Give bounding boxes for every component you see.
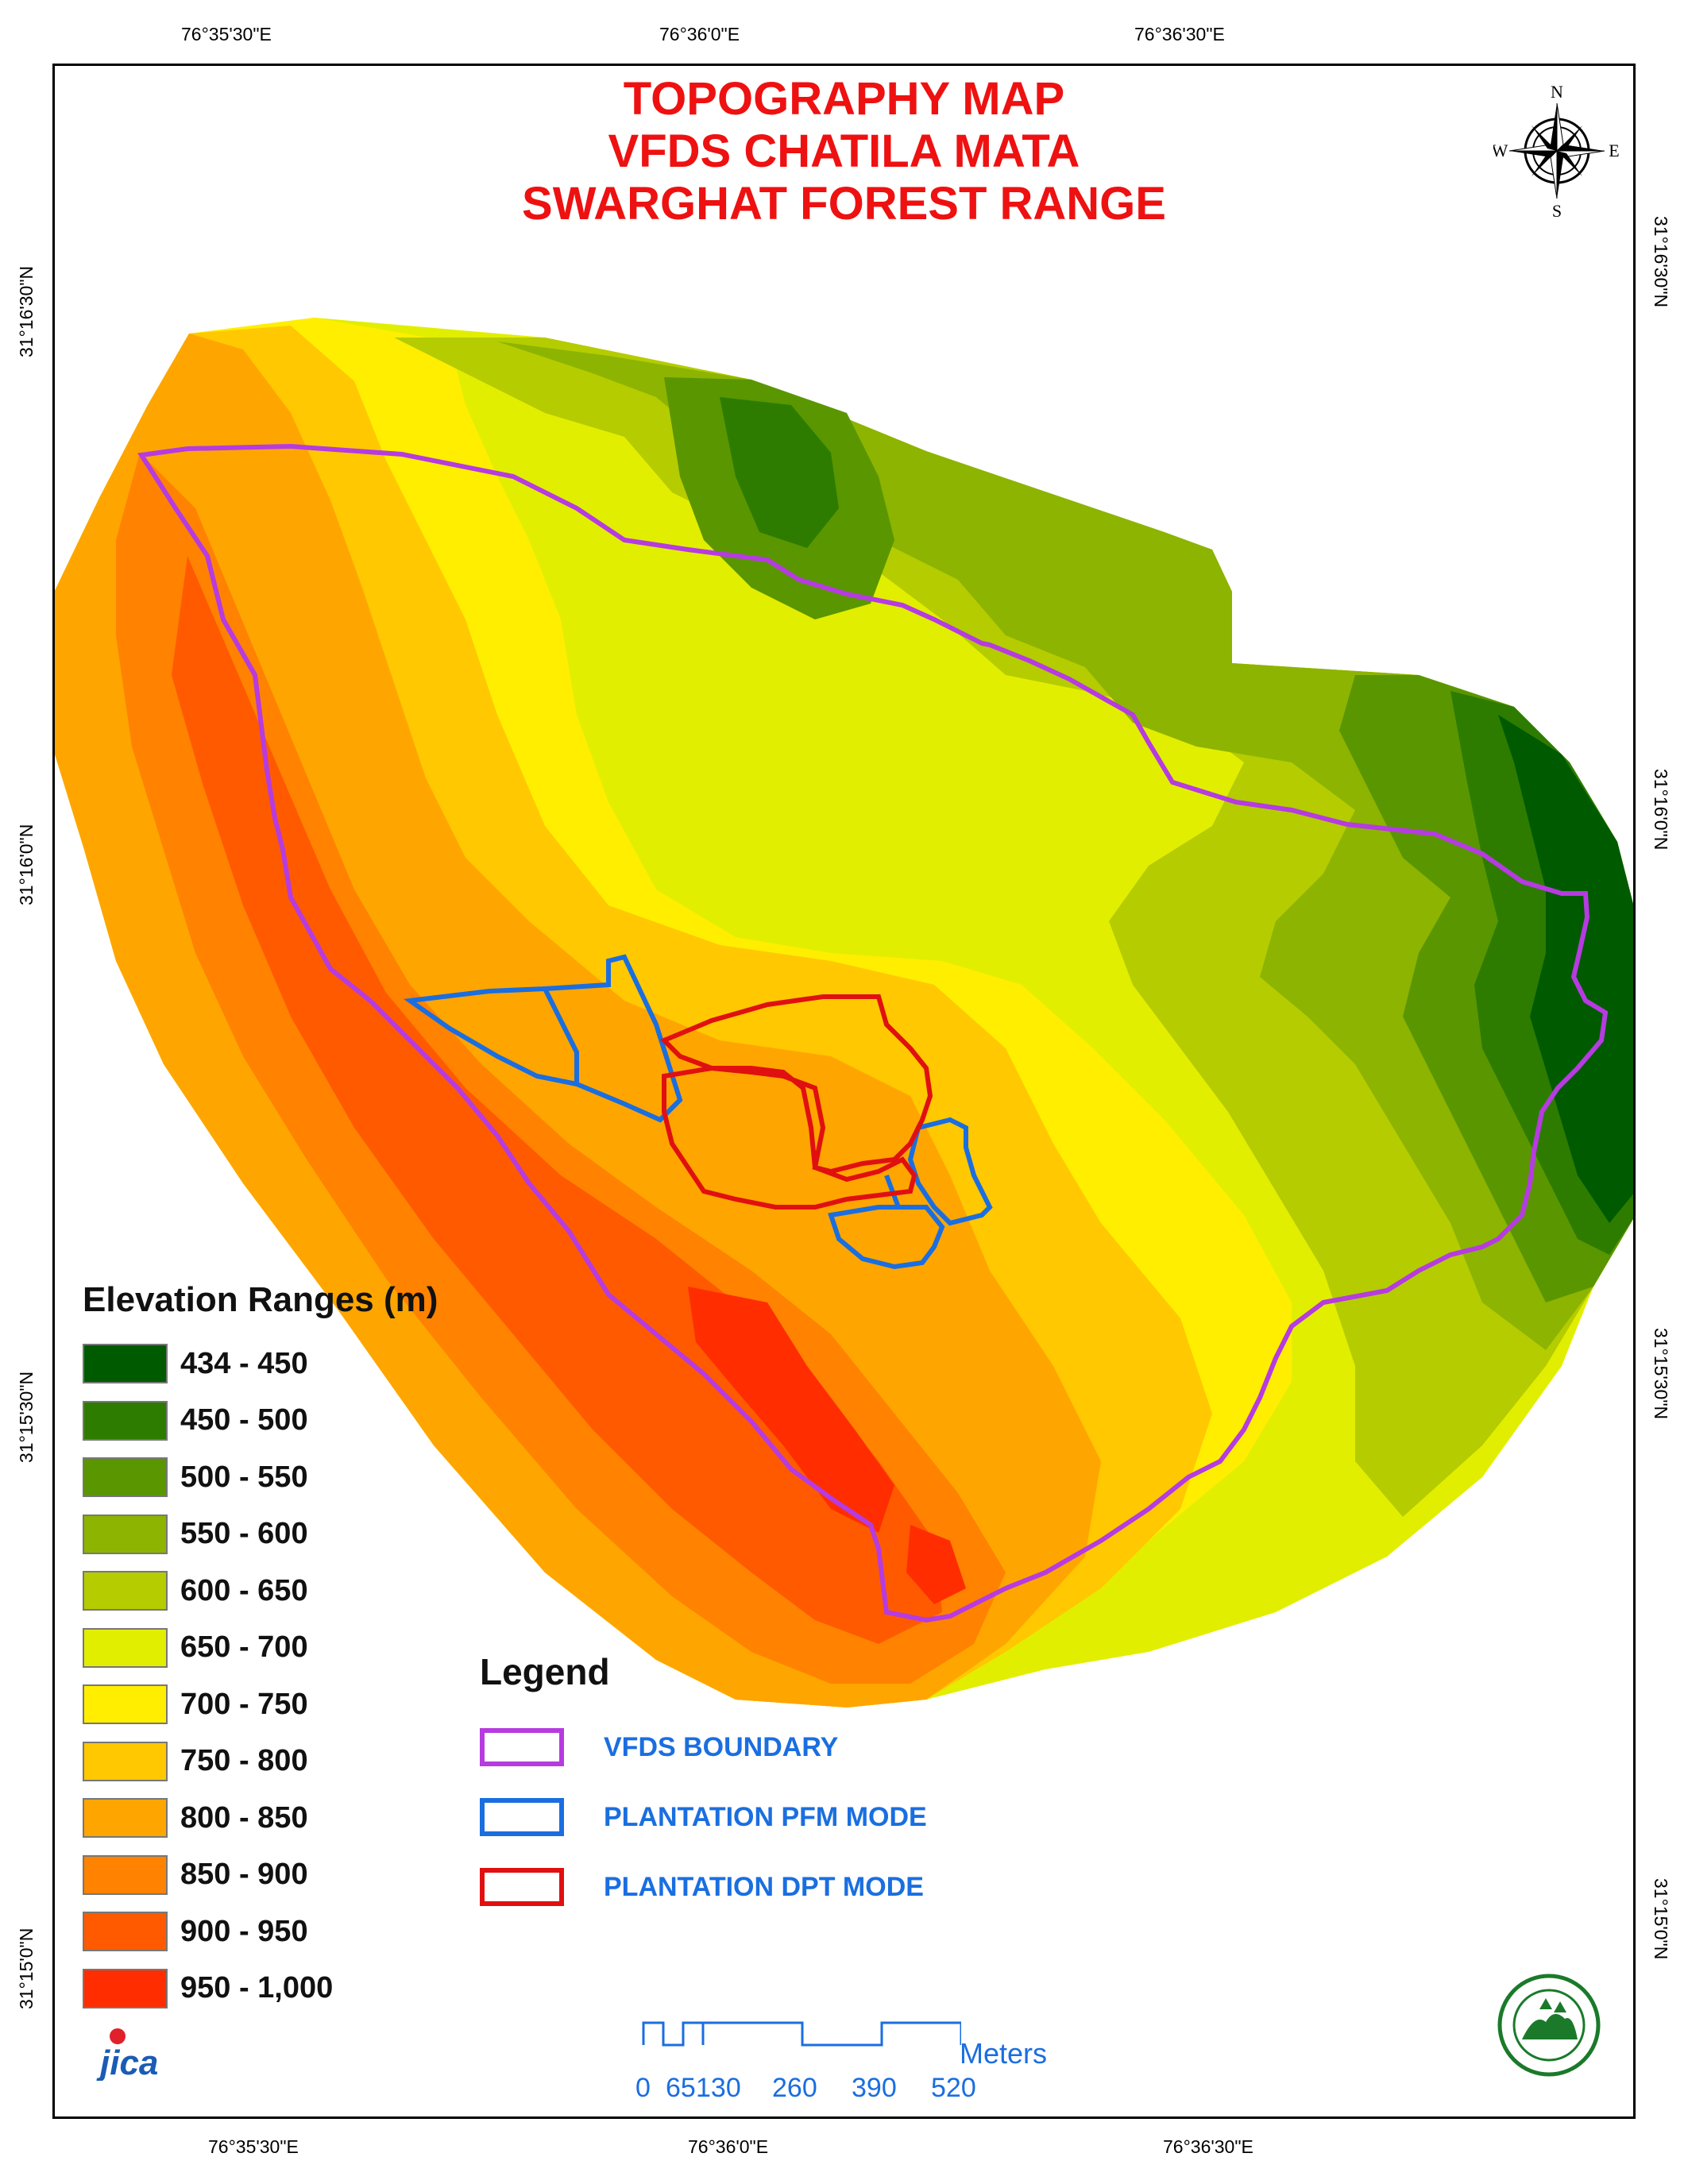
top-tick-2: 76°36'0"E [659, 24, 740, 44]
elevation-swatch [83, 1854, 168, 1895]
pfm-polygon-southeast [907, 1117, 993, 1226]
elevation-swatch [83, 1798, 168, 1838]
elevation-swatch [83, 1912, 168, 1951]
legend-label-dpt: PLANTATION DPT MODE [604, 1871, 924, 1902]
compass-e: E [1609, 141, 1619, 160]
elevation-legend-row: 550 - 600 [83, 1513, 308, 1556]
elevation-label: 850 - 900 [180, 1858, 308, 1891]
elevation-legend-title: Elevation Ranges (m) [83, 1280, 438, 1319]
elevation-label: 700 - 750 [180, 1687, 308, 1721]
forest-department-seal [1497, 1974, 1601, 2077]
elevation-label: 900 - 950 [180, 1914, 308, 1948]
dpt-polygon-north [659, 994, 933, 1175]
elevation-band-450-500 [720, 397, 839, 548]
elevation-label: 434 - 450 [180, 1346, 308, 1380]
elevation-legend-row: 700 - 750 [83, 1683, 308, 1726]
map-title-line-3: SWARGHAT FOREST RANGE [522, 178, 1166, 230]
elevation-band-600-650 [394, 338, 1636, 1517]
elevation-swatch [83, 1400, 168, 1441]
right-tick-3: 31°15'30"N [1651, 1328, 1671, 1420]
elevation-label: 450 - 500 [180, 1403, 308, 1437]
legend-item-dpt: PLANTATION DPT MODE [480, 1863, 924, 1911]
elevation-band-950-1000 [688, 1287, 894, 1533]
elevation-swatch [83, 1741, 168, 1781]
right-tick-2: 31°16'0"N [1651, 769, 1671, 851]
pfm-swatch [480, 1798, 564, 1836]
elevation-swatch [83, 1344, 168, 1383]
elevation-label: 500 - 550 [180, 1460, 308, 1494]
scale-bar [642, 2021, 961, 2047]
elevation-band-950-1000-peak [906, 1525, 966, 1604]
map-frame [52, 64, 1636, 2119]
elevation-legend-row: 450 - 500 [83, 1399, 308, 1442]
vfds-boundary [137, 443, 1609, 1623]
scale-tick-130: 130 [696, 2073, 741, 2103]
legend-label-vfds: VFDS BOUNDARY [604, 1731, 839, 1762]
legend-title: Legend [480, 1651, 610, 1692]
elevation-swatch [83, 1571, 168, 1611]
map-title-line-2: VFDS CHATILA MATA [608, 125, 1080, 177]
vfds-boundary-swatch [480, 1728, 564, 1766]
dpt-swatch [480, 1868, 564, 1906]
compass-w: W [1493, 141, 1508, 160]
scale-tick-390: 390 [852, 2073, 897, 2103]
elevation-label: 600 - 650 [180, 1573, 308, 1607]
top-tick-1: 76°35'30"E [181, 24, 272, 44]
left-tick-3: 31°15'30"N [16, 1371, 37, 1463]
bottom-tick-2: 76°36'0"E [688, 2136, 769, 2157]
elevation-band-434-450 [1498, 715, 1636, 1223]
plantation-dpt-polygons [659, 994, 933, 1210]
elevation-legend-row: 900 - 950 [83, 1910, 308, 1953]
elevation-label: 750 - 800 [180, 1744, 308, 1777]
elevation-legend-row: 850 - 900 [83, 1854, 308, 1897]
compass-s: S [1552, 201, 1562, 218]
legend-item-vfds-boundary: VFDS BOUNDARY [480, 1723, 838, 1771]
pfm-polygon-west [403, 954, 683, 1123]
svg-text:jica: jica [96, 2043, 158, 2081]
elevation-swatch [83, 1684, 168, 1724]
elevation-legend-row: 800 - 850 [83, 1796, 308, 1839]
north-arrow-icon: N S W E [1493, 83, 1620, 218]
elevation-legend-row: 500 - 550 [83, 1456, 308, 1499]
elevation-swatch [83, 1627, 168, 1668]
elevation-label: 550 - 600 [180, 1517, 308, 1550]
elevation-swatch [83, 1514, 168, 1554]
top-tick-3: 76°36'30"E [1134, 24, 1225, 44]
elevation-label: 800 - 850 [180, 1800, 308, 1835]
legend-label-pfm: PLANTATION PFM MODE [604, 1801, 927, 1832]
scale-unit: Meters [960, 2037, 1048, 2070]
scale-tick-65: 65 [666, 2073, 696, 2103]
elevation-legend-row: 434 - 450 [83, 1342, 308, 1385]
left-tick-2: 31°16'0"N [16, 824, 37, 905]
elevation-legend-row: 600 - 650 [83, 1569, 308, 1612]
dpt-polygon-south [662, 1066, 917, 1210]
elevation-legend-row: 950 - 1,000 [83, 1967, 333, 2010]
scale-tick-0: 0 [635, 2073, 651, 2103]
legend-item-pfm: PLANTATION PFM MODE [480, 1793, 927, 1841]
elevation-legend-row: 650 - 700 [83, 1626, 308, 1669]
elevation-swatch [83, 1968, 168, 2008]
elevation-label: 950 - 1,000 [180, 1971, 334, 2005]
right-tick-4: 31°15'0"N [1651, 1878, 1671, 1960]
elevation-swatch [83, 1457, 168, 1497]
compass-n: N [1551, 83, 1563, 102]
topography-map [52, 318, 1636, 1707]
scale-tick-260: 260 [772, 2073, 817, 2103]
bottom-tick-3: 76°36'30"E [1163, 2136, 1253, 2157]
scale-tick-520: 520 [931, 2073, 976, 2103]
elevation-label: 650 - 700 [180, 1630, 308, 1664]
jica-logo: jica [96, 2028, 158, 2081]
map-title-line-1: TOPOGRAPHY MAP [623, 73, 1065, 125]
elevation-legend-row: 750 - 800 [83, 1740, 308, 1783]
bottom-tick-1: 76°35'30"E [208, 2136, 299, 2157]
left-tick-4: 31°15'0"N [16, 1927, 37, 2009]
left-tick-1: 31°16'30"N [16, 265, 37, 357]
